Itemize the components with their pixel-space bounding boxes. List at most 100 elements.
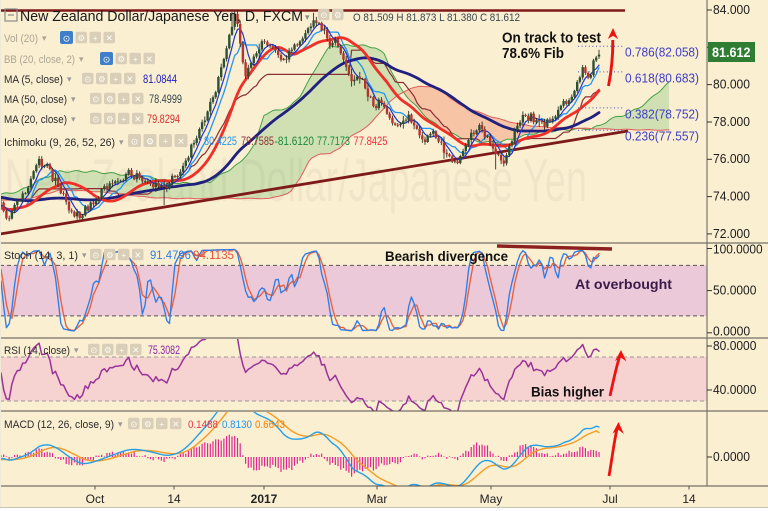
svg-text:81.612: 81.612 (712, 45, 751, 60)
svg-text:79.8294: 79.8294 (147, 112, 180, 126)
svg-text:▾: ▾ (119, 137, 124, 147)
svg-text:81.0844: 81.0844 (143, 72, 177, 86)
svg-text:✕: ✕ (134, 114, 141, 124)
svg-text:⚙: ⚙ (98, 74, 106, 84)
svg-text:78.6% Fib: 78.6% Fib (502, 46, 564, 62)
svg-text:⚙: ⚙ (106, 114, 114, 124)
svg-text:0.8130: 0.8130 (222, 419, 252, 431)
svg-text:72.000: 72.000 (713, 227, 750, 241)
svg-text:On track to test: On track to test (502, 31, 601, 47)
svg-text:0.6643: 0.6643 (255, 419, 285, 431)
svg-text:+: + (121, 114, 126, 124)
svg-text:⚙: ⚙ (104, 345, 112, 355)
svg-text:O 81.509 H 81.873 L 81.380 C 8: O 81.509 H 81.873 L 81.380 C 81.612 (353, 12, 520, 24)
svg-text:⊙: ⊙ (103, 55, 111, 65)
svg-text:Vol (20): Vol (20) (4, 33, 38, 45)
svg-text:Mar: Mar (367, 492, 388, 506)
svg-text:⚙: ⚙ (334, 10, 342, 20)
svg-text:▾: ▾ (82, 250, 87, 260)
svg-text:+: + (133, 54, 138, 64)
svg-text:75.3082: 75.3082 (148, 343, 180, 357)
svg-text:+: + (93, 33, 98, 43)
svg-text:+: + (121, 94, 126, 104)
svg-text:MA (50, close): MA (50, close) (4, 94, 67, 106)
svg-text:Oct: Oct (86, 492, 105, 506)
svg-text:✕: ✕ (134, 94, 141, 104)
svg-text:New Zealand Dollar/Japanese Ye: New Zealand Dollar/Japanese Yen, D, FXCM (20, 9, 303, 25)
svg-text:77.8425: 77.8425 (354, 136, 388, 148)
svg-text:74.000: 74.000 (713, 190, 750, 204)
svg-text:⊙: ⊙ (130, 419, 137, 429)
svg-text:-81.6120: -81.6120 (275, 136, 315, 148)
svg-text:0.1488: 0.1488 (188, 419, 218, 431)
svg-text:50.0000: 50.0000 (713, 284, 756, 298)
svg-text:✕: ✕ (132, 345, 139, 355)
svg-text:40.0000: 40.0000 (713, 383, 756, 397)
svg-text:✕: ✕ (126, 74, 133, 84)
svg-text:0.0000: 0.0000 (713, 325, 750, 339)
svg-text:✕: ✕ (106, 33, 113, 43)
svg-text:91.4796: 91.4796 (150, 248, 191, 262)
svg-text:⊙: ⊙ (92, 114, 99, 124)
svg-text:14: 14 (682, 492, 696, 506)
svg-text:Ichimoku (9, 26, 52, 26): Ichimoku (9, 26, 52, 26) (4, 137, 115, 149)
svg-text:▾: ▾ (71, 94, 76, 104)
svg-text:+: + (163, 137, 168, 147)
svg-text:▾: ▾ (71, 114, 76, 124)
svg-text:RSI (14, close): RSI (14, close) (4, 345, 70, 357)
svg-text:⚙: ⚙ (106, 250, 114, 260)
svg-text:BB (20, close, 2): BB (20, close, 2) (4, 54, 75, 66)
svg-text:+: + (119, 345, 124, 355)
svg-text:84.000: 84.000 (713, 3, 750, 17)
svg-text:+: + (121, 250, 126, 260)
svg-text:▾: ▾ (79, 54, 84, 64)
svg-text:⊙: ⊙ (84, 74, 91, 84)
svg-text:⚙: ⚙ (146, 137, 154, 147)
svg-text:Jul: Jul (602, 492, 617, 506)
svg-text:✕: ✕ (134, 250, 141, 260)
svg-text:⚙: ⚙ (144, 419, 152, 429)
svg-text:+: + (113, 74, 118, 84)
svg-text:⚙: ⚙ (106, 94, 114, 104)
svg-text:⚙: ⚙ (77, 33, 85, 43)
svg-text:▾: ▾ (42, 33, 47, 43)
svg-text:⚙: ⚙ (117, 54, 125, 64)
svg-text:✕: ✕ (172, 419, 179, 429)
svg-text:MA (20, close): MA (20, close) (4, 114, 67, 126)
svg-text:78.4999: 78.4999 (149, 92, 182, 106)
svg-text:Bearish divergence: Bearish divergence (385, 249, 508, 264)
svg-text:78.000: 78.000 (713, 115, 750, 129)
svg-text:⊙: ⊙ (92, 250, 99, 260)
svg-text:79.7585: 79.7585 (241, 136, 274, 148)
svg-text:76.000: 76.000 (713, 152, 750, 166)
svg-text:94.1135: 94.1135 (193, 248, 234, 262)
svg-text:0.618(80.683): 0.618(80.683) (625, 70, 699, 85)
svg-text:MA (5, close): MA (5, close) (4, 74, 63, 86)
svg-text:0.786(82.058): 0.786(82.058) (625, 45, 699, 60)
svg-text:May: May (480, 492, 503, 506)
svg-text:⊙: ⊙ (320, 10, 327, 20)
svg-text:0.0000: 0.0000 (713, 450, 750, 464)
svg-text:14: 14 (167, 492, 181, 506)
svg-text:100.0000: 100.0000 (713, 243, 763, 257)
svg-text:+: + (159, 419, 164, 429)
svg-text:⊙: ⊙ (92, 94, 99, 104)
svg-text:77.7173: 77.7173 (317, 136, 350, 148)
svg-text:▾: ▾ (74, 345, 79, 355)
svg-text:2017: 2017 (251, 492, 278, 506)
svg-text:0.236(77.557): 0.236(77.557) (625, 129, 699, 144)
svg-text:✕: ✕ (146, 54, 153, 64)
svg-text:✕: ✕ (177, 137, 185, 147)
svg-text:⊙: ⊙ (90, 345, 97, 355)
svg-text:Stoch (14, 3, 1): Stoch (14, 3, 1) (4, 250, 78, 262)
svg-text:0.382(78.752): 0.382(78.752) (625, 106, 699, 121)
svg-text:⊙: ⊙ (131, 137, 139, 147)
svg-text:Bias higher: Bias higher (531, 384, 605, 400)
svg-text:80.0000: 80.0000 (713, 339, 756, 353)
svg-text:▾: ▾ (67, 74, 72, 84)
svg-text:80.000: 80.000 (713, 78, 750, 92)
svg-text:MACD (12, 26, close, 9): MACD (12, 26, close, 9) (4, 419, 114, 431)
svg-text:80.4225: 80.4225 (204, 136, 237, 148)
svg-text:⊙: ⊙ (63, 34, 71, 44)
svg-text:▾: ▾ (118, 419, 123, 429)
